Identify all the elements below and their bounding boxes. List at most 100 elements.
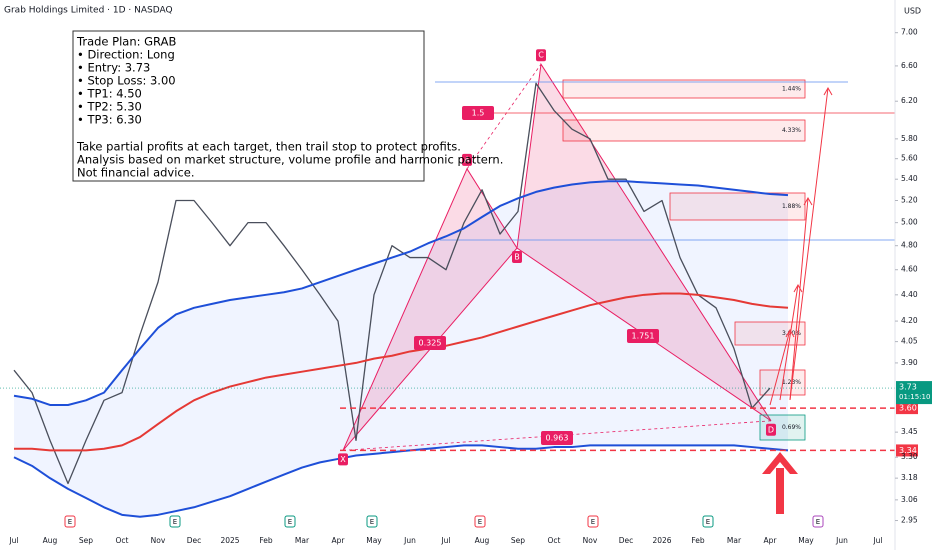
earnings-badge: [284, 515, 296, 528]
trade-plan-frame: [72, 30, 425, 182]
countdown: 01:15:10: [899, 393, 930, 401]
x-tick-label: Mar: [727, 536, 742, 545]
x-tick-label: Jun: [835, 536, 848, 545]
earnings-badge: [169, 515, 181, 528]
trade-plan-box: Trade Plan: GRAB• Direction: Long• Entry…: [72, 30, 503, 182]
y-tick-label: 5.60: [901, 154, 918, 163]
target-arrow: [789, 197, 809, 401]
earnings-badge: [474, 515, 486, 528]
x-tick-label: Aug: [475, 536, 490, 545]
x-tick-label: Sep: [511, 536, 525, 545]
trade-plan-note: Not financial advice.: [77, 166, 195, 180]
y-tick-label: 4.40: [901, 290, 918, 299]
trade-plan-note: Take partial profits at each target, the…: [76, 140, 461, 154]
ratio-badge: [414, 336, 446, 350]
pattern-point-badge: [766, 423, 776, 436]
earnings-label: E: [816, 518, 820, 526]
x-tick-label: Dec: [619, 536, 634, 545]
moving-average: [13, 180, 789, 406]
y-tick-label: 3.90: [901, 358, 918, 367]
target-label: 1.88%: [782, 203, 801, 210]
big-arrow-shaft: [776, 468, 784, 514]
x-tick-label: Jun: [403, 536, 416, 545]
earnings-badge: [812, 515, 824, 528]
y-tick-label: 5.40: [901, 174, 918, 183]
earnings-label: E: [706, 518, 710, 526]
x-tick-label: Jul: [440, 536, 450, 545]
earnings-badge: [702, 515, 714, 528]
level-label: 3.60: [899, 404, 917, 413]
target-arrow-head: [823, 86, 833, 96]
target-box: [562, 79, 806, 99]
level-badge: [896, 402, 918, 415]
x-tick-label: Apr: [764, 536, 778, 545]
x-tick-label: May: [798, 536, 814, 545]
earnings-label: E: [591, 518, 595, 526]
y-tick-label: 4.05: [901, 337, 918, 346]
target-arrow-head: [803, 196, 813, 206]
x-tick-label: 2026: [652, 536, 671, 545]
y-tick-label: 4.80: [901, 241, 918, 250]
earnings-badge: [64, 515, 76, 528]
earnings-label: E: [370, 518, 374, 526]
x-tick-label: Nov: [151, 536, 166, 545]
y-tick-label: 5.00: [901, 218, 918, 227]
y-tick-label: 4.60: [901, 265, 918, 274]
target-label: 0.69%: [782, 424, 801, 431]
moving-average: [13, 444, 789, 518]
pattern-point-label: X: [340, 455, 346, 464]
target-label: 4.33%: [782, 127, 801, 134]
trade-plan-line: • Stop Loss: 3.00: [77, 74, 176, 88]
y-tick-label: 3.18: [901, 473, 918, 482]
pattern-point-label: C: [538, 51, 544, 60]
x-tick-label: May: [366, 536, 382, 545]
plot-area: 1.44%4.33%1.88%3.00%1.23%0.69%XABCD1.50.…: [0, 49, 895, 518]
ratio-badge: [627, 329, 659, 343]
x-tick-label: Mar: [295, 536, 310, 545]
trade-plan-line: Trade Plan: GRAB: [76, 35, 176, 49]
earnings-badge: [366, 515, 378, 528]
target-arrow-head: [785, 328, 795, 338]
ratio-label: 1.751: [632, 332, 655, 341]
target-arrow-head: [793, 283, 803, 293]
x-tick-label: Apr: [332, 536, 346, 545]
x-tick-label: Oct: [116, 536, 129, 545]
pattern-point-label: B: [514, 253, 520, 262]
level-label: 3.34: [899, 446, 917, 455]
big-arrow-head: [762, 452, 798, 474]
pattern-point-label: A: [464, 155, 470, 164]
last-price-badge: [896, 381, 932, 405]
ratio-label: 0.963: [546, 434, 569, 443]
y-tick-label: 6.60: [901, 61, 918, 70]
target-label: 1.44%: [782, 86, 801, 93]
x-tick-label: Aug: [43, 536, 58, 545]
pattern-point-badge: [512, 251, 522, 264]
x-tick-label: Sep: [79, 536, 93, 545]
symbol-title: Grab Holdings Limited · 1D · NASDAQ: [4, 6, 173, 16]
target-arrow: [779, 284, 799, 401]
x-tick-label: Feb: [259, 536, 273, 545]
y-tick-label: 3.45: [901, 427, 918, 436]
earnings-label: E: [173, 518, 177, 526]
y-tick-label: 7.00: [901, 28, 918, 37]
x-tick-label: 2025: [220, 536, 239, 545]
x-tick-label: Dec: [187, 536, 202, 545]
trade-plan-line: • TP2: 5.30: [77, 100, 142, 114]
ratio-label: 1.5: [472, 109, 485, 118]
y-tick-label: 3.30: [901, 452, 918, 461]
target-box: [562, 119, 806, 142]
x-tick-label: Oct: [548, 536, 561, 545]
currency: USD: [904, 7, 921, 16]
trade-plan-line: • Entry: 3.73: [77, 61, 150, 75]
price-line: [13, 82, 771, 485]
target-arrow: [769, 329, 791, 406]
earnings-badge: [587, 515, 599, 528]
earnings-label: E: [68, 518, 72, 526]
x-tick-label: Nov: [583, 536, 598, 545]
last-price-label: 3.73: [899, 383, 917, 392]
earnings-label: E: [288, 518, 292, 526]
ratio-badge: [462, 106, 494, 120]
y-tick-label: 5.20: [901, 196, 918, 205]
